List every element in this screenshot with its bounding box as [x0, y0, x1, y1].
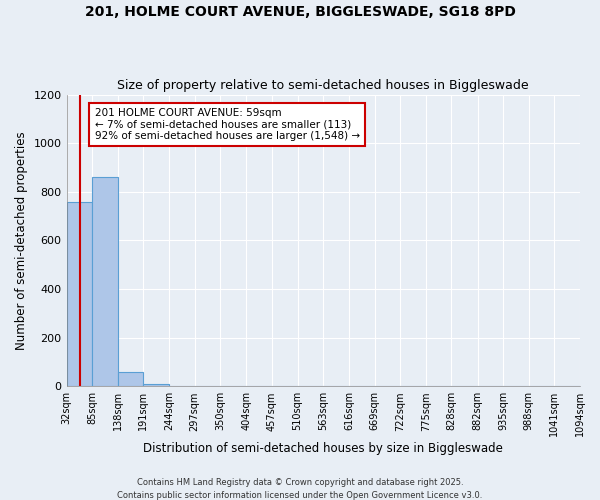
X-axis label: Distribution of semi-detached houses by size in Biggleswade: Distribution of semi-detached houses by …: [143, 442, 503, 455]
Bar: [118, 372, 143, 386]
Title: Size of property relative to semi-detached houses in Biggleswade: Size of property relative to semi-detach…: [118, 79, 529, 92]
Bar: [143, 384, 169, 386]
Bar: [92, 177, 118, 386]
Bar: [67, 202, 92, 386]
Text: 201 HOLME COURT AVENUE: 59sqm
← 7% of semi-detached houses are smaller (113)
92%: 201 HOLME COURT AVENUE: 59sqm ← 7% of se…: [95, 108, 360, 141]
Text: Contains HM Land Registry data © Crown copyright and database right 2025.
Contai: Contains HM Land Registry data © Crown c…: [118, 478, 482, 500]
Text: 201, HOLME COURT AVENUE, BIGGLESWADE, SG18 8PD: 201, HOLME COURT AVENUE, BIGGLESWADE, SG…: [85, 5, 515, 19]
Y-axis label: Number of semi-detached properties: Number of semi-detached properties: [15, 131, 28, 350]
